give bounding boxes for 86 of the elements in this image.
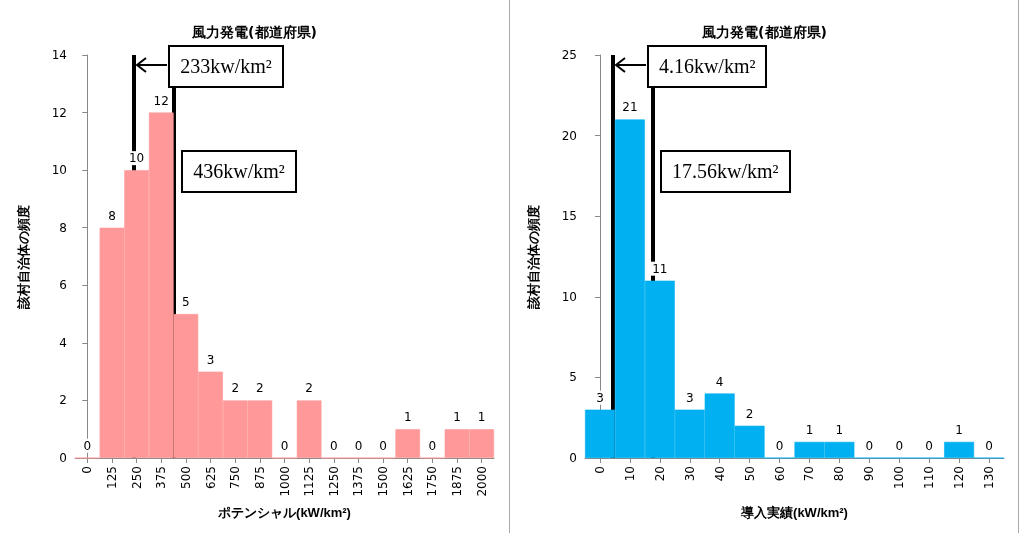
data-label: 1 (954, 422, 963, 437)
data-label: 0 (280, 438, 289, 453)
y-tick-label: 10 (561, 289, 577, 304)
data-label: 1 (477, 410, 486, 425)
chart-title: 風力発電(都道府県) (191, 24, 317, 40)
data-label: 10 (128, 151, 145, 166)
ref-line-label: 17.56kw/km² (660, 150, 791, 193)
x-tick-label: 0 (592, 466, 607, 474)
x-tick-label: 50 (742, 466, 757, 482)
data-label: 1 (835, 422, 843, 437)
y-tick-label: 0 (568, 451, 577, 465)
data-label: 0 (775, 438, 783, 453)
y-tick-label: 20 (561, 128, 577, 143)
x-tick-label: 110 (921, 466, 936, 489)
data-label: 11 (651, 261, 667, 276)
x-tick-label: 80 (831, 466, 846, 482)
y-tick-label: 2 (59, 393, 67, 408)
x-tick-label: 875 (252, 466, 267, 489)
y-axis-title: 該村自治体の頻度 (16, 204, 31, 310)
y-tick-label: 4 (59, 335, 67, 350)
data-label: 21 (621, 100, 638, 115)
x-tick-label: 130 (981, 466, 996, 489)
data-label: 0 (428, 438, 437, 453)
data-label: 4 (715, 374, 723, 389)
x-tick-label: 20 (652, 466, 667, 482)
x-tick-label: 1250 (326, 466, 341, 497)
data-label: 2 (305, 381, 313, 396)
data-label: 3 (685, 390, 694, 405)
data-label: 2 (231, 381, 240, 396)
x-tick-label: 750 (228, 466, 243, 489)
x-tick-label: 625 (203, 466, 218, 489)
x-tick-label: 125 (104, 466, 119, 489)
ref-line-label: 233kw/km² (168, 45, 284, 88)
data-label: 2 (745, 406, 753, 421)
x-tick-label: 1375 (351, 466, 366, 497)
data-label: 1 (403, 410, 412, 425)
y-tick-label: 5 (568, 370, 577, 385)
x-tick-label: 100 (891, 466, 906, 489)
y-tick-label: 10 (51, 163, 67, 178)
chart-title: 風力発電(都道府県) (700, 24, 827, 40)
data-label: 0 (984, 438, 993, 453)
data-label: 0 (924, 438, 933, 453)
x-tick-label: 500 (178, 466, 193, 489)
data-label: 0 (894, 438, 903, 453)
y-axis-title: 該村自治体の頻度 (525, 204, 541, 310)
x-tick-label: 1750 (425, 466, 440, 497)
y-tick-label: 8 (59, 220, 67, 235)
y-tick-label: 0 (59, 451, 67, 465)
y-tick-label: 25 (561, 48, 577, 62)
ref-line-label: 4.16kw/km² (646, 45, 768, 88)
ref-line-label: 436kw/km² (181, 150, 297, 193)
x-tick-label: 2000 (474, 466, 489, 497)
data-label: 2 (256, 381, 264, 396)
x-tick-label: 1625 (400, 466, 415, 497)
x-tick-label: 375 (154, 466, 169, 489)
x-tick-label: 10 (622, 466, 637, 482)
data-label: 1 (453, 410, 461, 425)
data-label: 8 (108, 208, 116, 223)
y-tick-label: 14 (51, 48, 67, 62)
x-tick-label: 60 (772, 466, 787, 482)
data-label: 0 (865, 438, 873, 453)
x-tick-label: 250 (129, 466, 144, 489)
x-tick-label: 30 (682, 466, 697, 482)
y-tick-label: 15 (561, 209, 577, 224)
data-label: 5 (182, 295, 190, 310)
data-label: 3 (595, 390, 604, 405)
x-tick-label: 1500 (376, 466, 391, 497)
x-tick-label: 1875 (450, 466, 465, 497)
x-tick-label: 90 (861, 466, 876, 482)
x-axis-title: ポテンシャル(kW/km²) (217, 505, 351, 520)
data-label: 1 (805, 422, 813, 437)
y-tick-label: 6 (59, 278, 67, 293)
data-label: 0 (83, 438, 92, 453)
x-tick-label: 0 (80, 466, 95, 474)
data-label: 12 (153, 93, 169, 108)
x-axis-title: 導入実績(kW/km²) (739, 505, 848, 520)
data-label: 3 (206, 352, 215, 367)
data-label: 0 (329, 438, 338, 453)
x-tick-label: 1125 (302, 466, 317, 497)
x-tick-label: 70 (801, 466, 816, 482)
data-label: 0 (379, 438, 387, 453)
x-tick-label: 120 (951, 466, 966, 489)
y-tick-label: 12 (51, 105, 67, 120)
data-label: 0 (354, 438, 363, 453)
x-tick-label: 1000 (277, 466, 292, 497)
x-tick-label: 40 (712, 466, 727, 482)
